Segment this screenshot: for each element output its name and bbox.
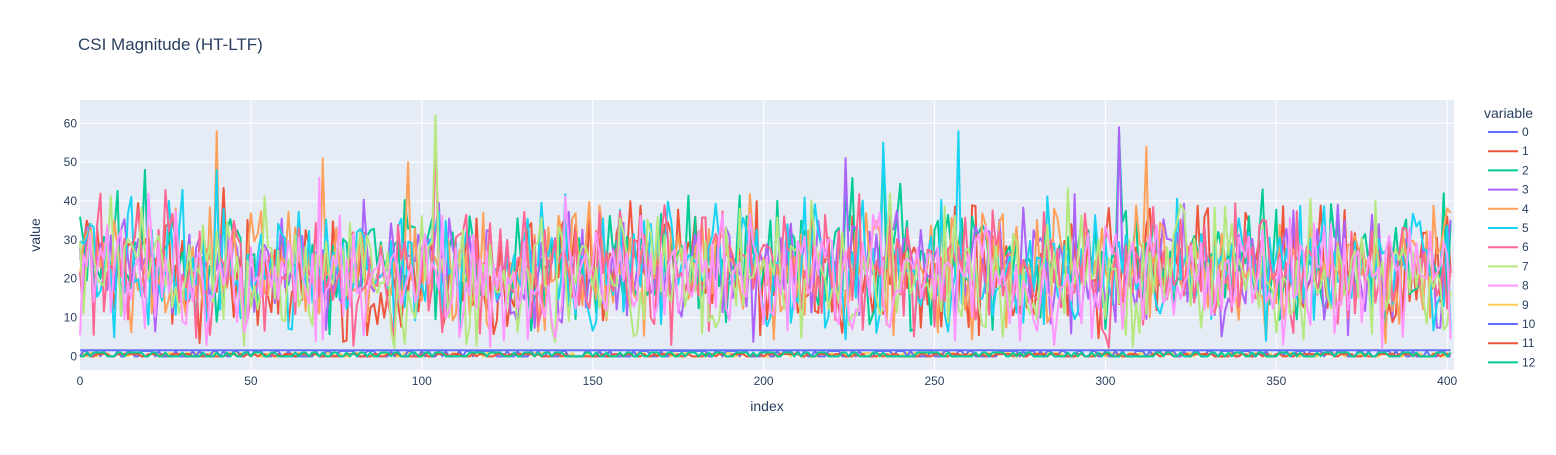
x-tick-label: 200 (754, 374, 774, 388)
legend-label: 2 (1522, 163, 1529, 177)
chart-title: CSI Magnitude (HT-LTF) (78, 35, 263, 54)
legend-title: variable (1484, 105, 1533, 121)
legend-item-8[interactable]: 8 (1488, 279, 1529, 293)
legend-label: 6 (1522, 240, 1529, 254)
y-tick-label: 20 (64, 272, 78, 286)
legend-item-0[interactable]: 0 (1488, 125, 1529, 139)
legend-item-9[interactable]: 9 (1488, 298, 1529, 312)
y-tick-label: 50 (64, 155, 78, 169)
x-tick-labels: 0 50 100 150 200 250 300 350 400 (77, 374, 1458, 388)
legend-label: 9 (1522, 298, 1529, 312)
y-tick-label: 40 (64, 194, 78, 208)
legend-label: 12 (1522, 355, 1536, 369)
x-tick-label: 300 (1095, 374, 1115, 388)
legend-item-7[interactable]: 7 (1488, 259, 1529, 273)
legend-item-4[interactable]: 4 (1488, 202, 1529, 216)
legend-item-10[interactable]: 10 (1488, 317, 1536, 331)
y-tick-labels: 0 10 20 30 40 50 60 (64, 116, 78, 363)
legend-item-6[interactable]: 6 (1488, 240, 1529, 254)
x-tick-label: 0 (77, 374, 84, 388)
x-tick-label: 150 (583, 374, 603, 388)
legend-item-11[interactable]: 11 (1488, 336, 1535, 350)
y-axis-label: value (27, 218, 43, 252)
legend-label: 10 (1522, 317, 1536, 331)
legend-item-1[interactable]: 1 (1488, 144, 1529, 158)
legend-label: 0 (1522, 125, 1529, 139)
x-tick-label: 100 (412, 374, 432, 388)
legend-item-3[interactable]: 3 (1488, 183, 1529, 197)
legend-label: 4 (1522, 202, 1529, 216)
x-axis-label: index (750, 398, 783, 414)
legend-item-2[interactable]: 2 (1488, 163, 1529, 177)
x-tick-label: 250 (924, 374, 944, 388)
legend-label: 5 (1522, 221, 1529, 235)
series-line-12 (80, 351, 1452, 358)
x-tick-label: 50 (244, 374, 258, 388)
legend-item-5[interactable]: 5 (1488, 221, 1529, 235)
x-tick-label: 400 (1437, 374, 1457, 388)
legend-label: 8 (1522, 279, 1529, 293)
legend-label: 3 (1522, 183, 1529, 197)
y-tick-label: 10 (64, 311, 78, 325)
series-line-8 (79, 176, 1452, 349)
legend-label: 7 (1522, 259, 1529, 273)
legend-label: 1 (1522, 144, 1529, 158)
legend-item-12[interactable]: 12 (1488, 355, 1536, 369)
y-tick-label: 30 (64, 233, 78, 247)
series-lines (79, 114, 1452, 358)
x-tick-label: 350 (1266, 374, 1286, 388)
y-tick-label: 0 (70, 349, 77, 363)
legend-label: 11 (1522, 336, 1535, 350)
y-tick-label: 60 (64, 116, 78, 130)
